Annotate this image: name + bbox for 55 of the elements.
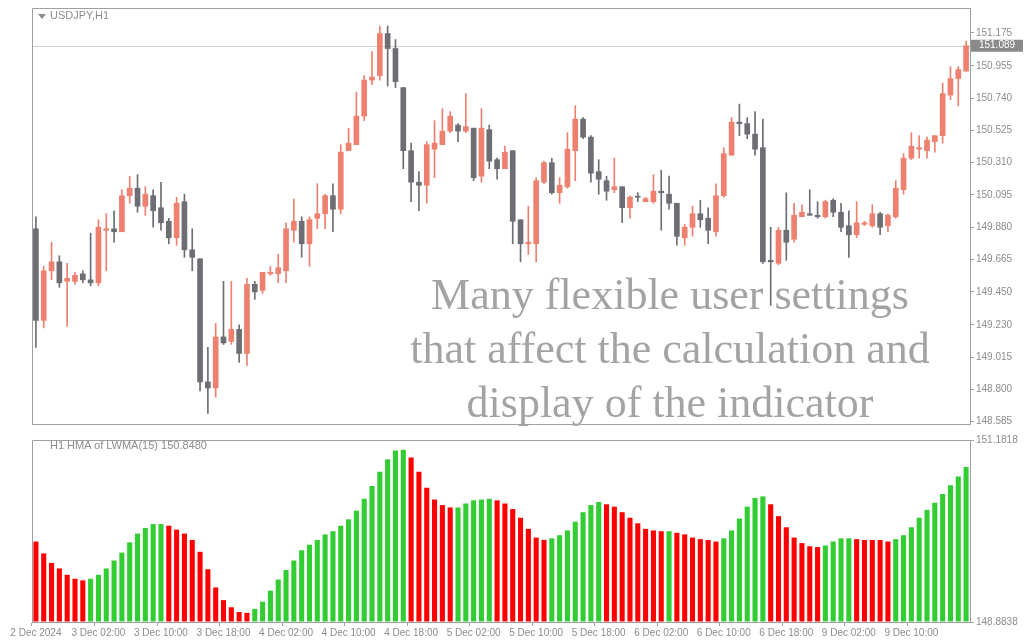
candlestick — [697, 199, 704, 228]
x-tick-label: 3 Dec 02:00 — [71, 626, 126, 638]
candlestick — [806, 189, 813, 216]
chart-title: H1 HMA of LWMA(15) 150.8480 — [50, 439, 207, 451]
candlestick — [103, 213, 110, 272]
y-tick-label: 150.525 — [976, 124, 1013, 136]
x-tick-label: 4 Dec 02:00 — [259, 626, 314, 638]
y-tick-label: 151.1818 — [976, 433, 1019, 445]
y-tick-label: 148.800 — [976, 383, 1013, 395]
candlestick — [767, 226, 774, 306]
ref-line-label: 151.089 — [978, 39, 1016, 51]
x-tick-label: 9 Dec 02:00 — [821, 626, 877, 638]
chart-title: USDJPY,H1 — [50, 9, 110, 21]
y-tick-label: 150.740 — [976, 91, 1013, 103]
candlestick — [111, 210, 117, 243]
candlestick — [634, 192, 641, 203]
y-tick-label: 151.175 — [976, 26, 1013, 38]
candlestick — [205, 347, 211, 414]
candlestick — [314, 183, 321, 230]
y-tick-label: 148.8838 — [976, 615, 1019, 627]
x-tick-label: 9 Dec 10:00 — [884, 626, 939, 638]
x-tick-label: 6 Dec 10:00 — [696, 626, 752, 638]
x-tick-label: 3 Dec 18:00 — [196, 626, 251, 638]
x-tick-label: 3 Dec 10:00 — [134, 626, 189, 638]
candlestick — [416, 171, 422, 212]
candlestick — [595, 159, 602, 195]
y-tick-label: 150.095 — [976, 188, 1013, 200]
candlestick — [846, 210, 852, 258]
x-tick-label: 5 Dec 18:00 — [571, 626, 627, 638]
candlestick — [64, 262, 71, 327]
y-tick-label: 149.450 — [976, 285, 1013, 297]
candlestick — [228, 281, 235, 345]
y-tick-label: 149.665 — [976, 253, 1013, 265]
y-tick-label: 150.310 — [976, 156, 1013, 168]
y-tick-label: 149.015 — [976, 350, 1013, 362]
y-tick-label: 150.955 — [976, 59, 1013, 71]
x-tick-label: 6 Dec 02:00 — [634, 626, 689, 638]
x-tick-label: 5 Dec 10:00 — [509, 626, 564, 638]
candlestick — [783, 192, 790, 261]
candlestick — [291, 198, 297, 243]
x-tick-label: 2 Dec 2024 — [10, 626, 62, 638]
x-tick-label: 6 Dec 18:00 — [759, 626, 814, 638]
y-tick-label: 149.230 — [976, 318, 1013, 330]
x-tick-label: 5 Dec 02:00 — [446, 626, 502, 638]
candlestick — [658, 169, 665, 231]
candlestick — [189, 228, 196, 272]
annotation: Many flexible user settings that affect the calculation and display of the indicator — [410, 269, 930, 429]
x-tick-label: 4 Dec 18:00 — [384, 626, 439, 638]
candlestick — [275, 253, 282, 284]
y-tick-label: 148.585 — [976, 415, 1013, 427]
candlestick — [955, 66, 962, 106]
candlestick — [916, 135, 923, 159]
candlestick — [463, 93, 469, 133]
x-tick-label: 4 Dec 10:00 — [321, 626, 376, 638]
y-tick-label: 149.880 — [976, 221, 1013, 233]
